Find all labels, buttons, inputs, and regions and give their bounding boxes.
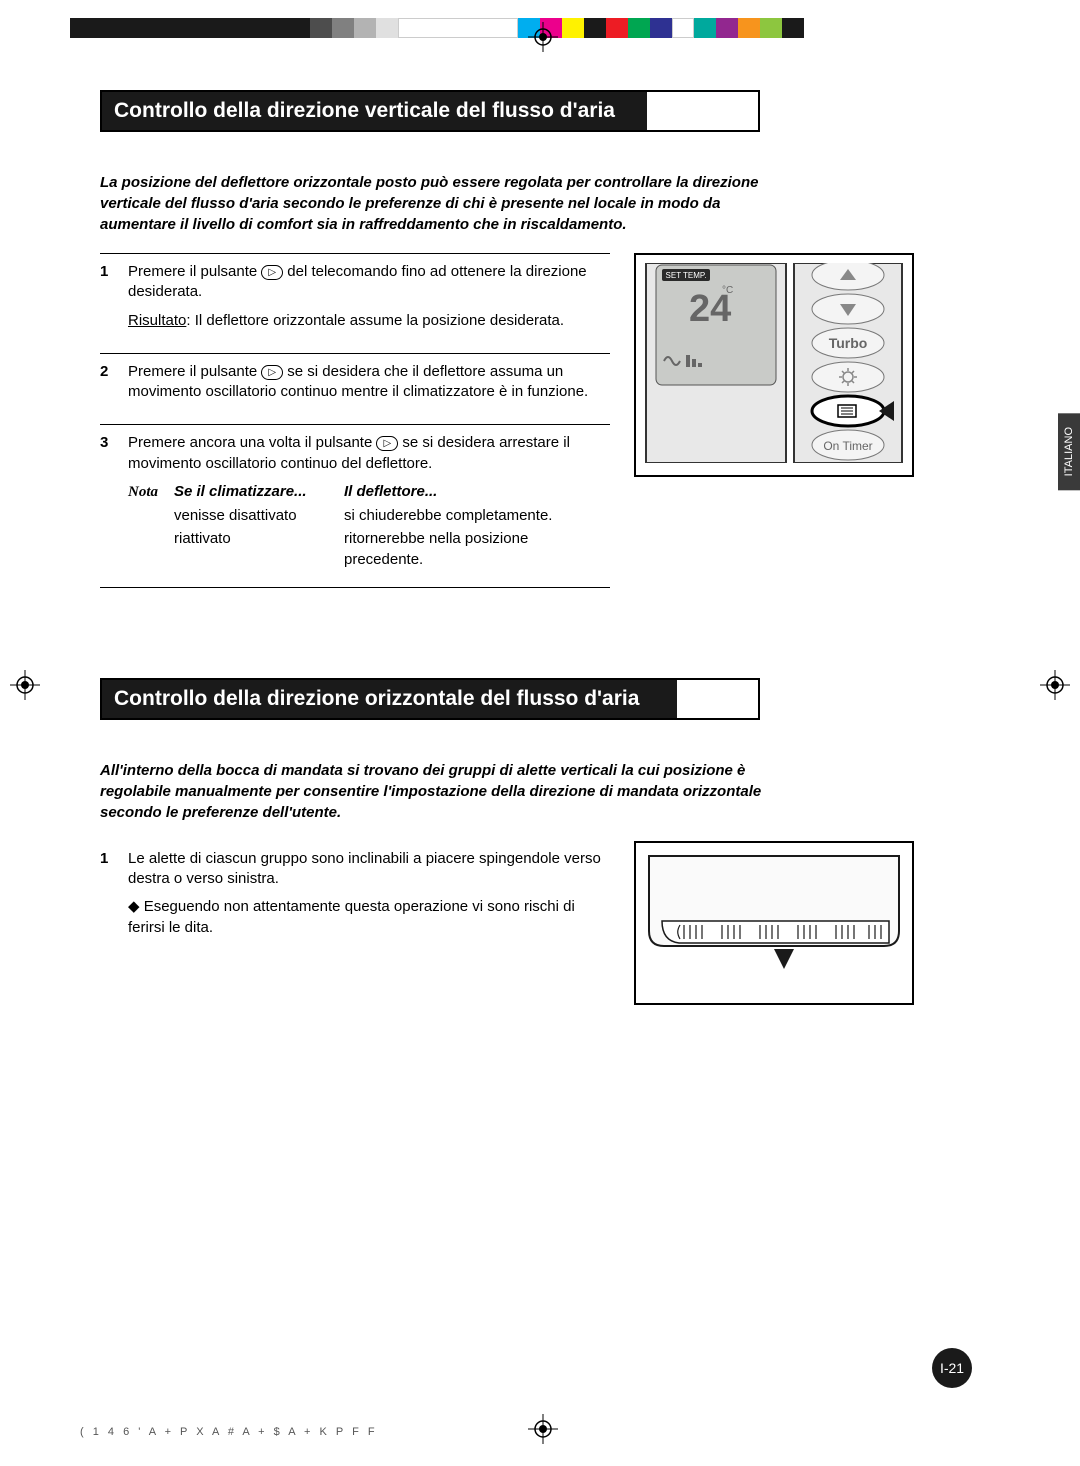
section1-content-row: 1 Premere il pulsante ▷ del telecomando … <box>100 253 980 588</box>
note-header-2: Il deflettore... <box>344 482 610 502</box>
note-cell: si chiuderebbe completamente. <box>344 506 610 526</box>
s2-warning: ◆ Eseguendo non attentamente questa oper… <box>128 897 610 938</box>
svg-text:Turbo: Turbo <box>829 335 868 351</box>
note-block: Nota Se il climatizzare...Il deflettore.… <box>128 482 610 573</box>
step-number: 2 <box>100 362 114 411</box>
s2-step1: Le alette di ciascun gruppo sono inclina… <box>128 849 610 890</box>
heading-box-2: Controllo della direzione orizzontale de… <box>100 678 760 720</box>
section1-intro: La posizione del deflettore orizzontale … <box>100 172 800 235</box>
svg-text:°C: °C <box>722 285 733 296</box>
step1-result: Risultato: Il deflettore orizzontale ass… <box>128 311 610 331</box>
step-number: 1 <box>100 849 114 946</box>
step-1: 1 Premere il pulsante ▷ del telecomando … <box>100 253 610 353</box>
section2: Controllo della direzione orizzontale de… <box>100 678 980 1005</box>
note-header-1: Se il climatizzare... <box>174 482 344 502</box>
step2-text: Premere il pulsante ▷ se si desidera che… <box>128 362 610 403</box>
svg-text:SET TEMP.: SET TEMP. <box>666 271 707 280</box>
section2-intro: All'interno della bocca di mandata si tr… <box>100 760 800 823</box>
section2-steps: 1 Le alette di ciascun gruppo sono incli… <box>100 841 610 960</box>
footer-text: ( 1 4 6 ' A + P X A # A + $ A + K P F F <box>80 1426 378 1438</box>
section2-heading: Controllo della direzione orizzontale de… <box>102 680 677 718</box>
note-cell: venisse disattivato <box>174 506 344 526</box>
page-content: Controllo della direzione verticale del … <box>100 90 980 1005</box>
remote-illustration: SET TEMP. 24 °C Tur <box>644 263 904 463</box>
nota-label: Nota <box>128 482 158 573</box>
step3-text: Premere ancora una volta il pulsante ▷ s… <box>128 433 610 474</box>
registration-mark-top <box>528 22 558 52</box>
svg-text:On Timer: On Timer <box>823 439 872 453</box>
registration-mark-bottom <box>528 1414 558 1444</box>
ac-unit-illustration <box>644 851 904 991</box>
print-color-bar <box>70 18 804 38</box>
swing-button-icon: ▷ <box>376 436 398 451</box>
language-tab: ITALIANO <box>1058 413 1080 490</box>
note-cell: riattivato <box>174 529 344 570</box>
step-2: 2 Premere il pulsante ▷ se si desidera c… <box>100 353 610 425</box>
figure-remote: SET TEMP. 24 °C Tur <box>634 253 914 477</box>
step-1-s2: 1 Le alette di ciascun gruppo sono incli… <box>100 841 610 960</box>
step1-text: Premere il pulsante ▷ del telecomando fi… <box>128 262 610 303</box>
section1-steps: 1 Premere il pulsante ▷ del telecomando … <box>100 253 610 588</box>
step-number: 3 <box>100 433 114 573</box>
step-3: 3 Premere ancora una volta il pulsante ▷… <box>100 424 610 588</box>
heading-box-1: Controllo della direzione verticale del … <box>100 90 760 132</box>
figure-unit <box>634 841 914 1005</box>
registration-mark-left <box>10 670 40 700</box>
registration-mark-right <box>1040 670 1070 700</box>
note-cell: ritornerebbe nella posizione precedente. <box>344 529 610 570</box>
page-number: I-21 <box>932 1348 972 1388</box>
section2-content-row: 1 Le alette di ciascun gruppo sono incli… <box>100 841 980 1005</box>
swing-button-icon: ▷ <box>261 265 283 280</box>
section1-heading: Controllo della direzione verticale del … <box>102 92 647 130</box>
note-table: Se il climatizzare...Il deflettore... ve… <box>174 482 610 573</box>
step-number: 1 <box>100 262 114 339</box>
swing-button-icon: ▷ <box>261 365 283 380</box>
